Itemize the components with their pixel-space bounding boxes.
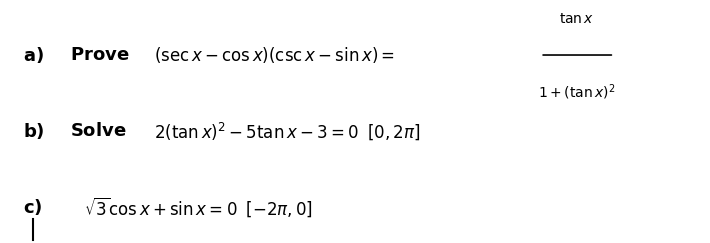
Text: $\sqrt{3}\cos x + \sin x = 0\;\;[-2\pi, 0]$: $\sqrt{3}\cos x + \sin x = 0\;\;[-2\pi, …	[84, 195, 312, 219]
Text: $1+(\mathrm{tan}\,x)^2$: $1+(\mathrm{tan}\,x)^2$	[538, 82, 616, 102]
Text: $\mathrm{tan}\,x$: $\mathrm{tan}\,x$	[559, 12, 594, 26]
Text: $\bf{b)}$: $\bf{b)}$	[23, 121, 44, 141]
Text: $(\sec x - \cos x)(\csc x - \sin x) =$: $(\sec x - \cos x)(\csc x - \sin x) =$	[154, 45, 395, 65]
Text: $\bf{Solve}$: $\bf{Solve}$	[70, 122, 126, 140]
Text: $2(\tan x)^2 - 5\tan x - 3 = 0\;\;[0,2\pi]$: $2(\tan x)^2 - 5\tan x - 3 = 0\;\;[0,2\p…	[154, 120, 420, 142]
Text: $\bf{c)}$: $\bf{c)}$	[23, 197, 42, 217]
Text: $\bf{a)}$: $\bf{a)}$	[23, 45, 43, 65]
Text: $\bf{Prove}$: $\bf{Prove}$	[70, 46, 129, 64]
